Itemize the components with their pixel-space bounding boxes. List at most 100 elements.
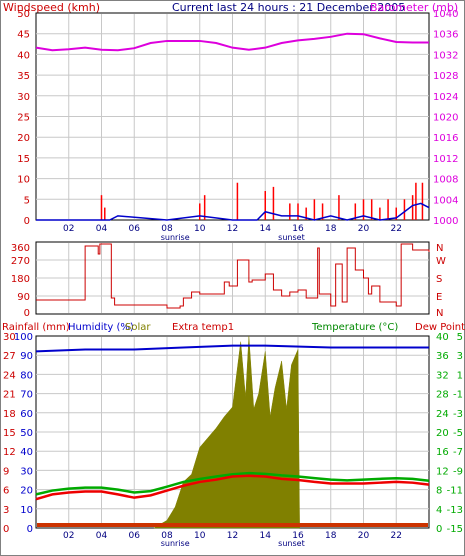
temperature-tick-label: 0 [436,524,442,535]
humidity-tick-label: 10 [20,505,33,516]
rain-tick-label: 27 [3,351,16,362]
rain-tick-label: 9 [3,466,9,477]
x-tick-label: 18 [325,531,337,541]
humidity-line [35,344,429,353]
y-tick-label: 270 [11,256,30,267]
rain-tick-label: 24 [3,370,16,381]
y-tick-label: 35 [17,71,30,82]
x-tick-label: 10 [194,531,206,541]
humidity-tick-label: 0 [27,524,33,535]
gust-bar [289,203,291,220]
gust-bar [297,203,299,220]
gust-bar [104,207,106,220]
gust-bar [370,199,373,220]
dewpoint-tick-label: -9 [453,466,463,477]
x-tick-label: 06 [129,531,141,541]
gust-bar [313,199,316,220]
humidity-tick-label: 90 [20,351,33,362]
gust-bar [203,195,206,220]
x-tick-label: 10 [194,224,206,234]
y-tick-label: 360 [11,243,30,254]
humidity-tick-label: 50 [20,428,33,439]
chart-title: Current last 24 hours : 21 December 2005 [172,1,405,14]
x-tick-label: 12 [227,224,238,234]
compass-tick-label: E [436,292,442,303]
gust-bar [321,203,324,220]
humidity-tick-label: 40 [20,447,33,458]
x-tick-label: 16 [292,224,304,234]
y-tick-label: 15 [17,154,30,165]
rain-tick-label: 0 [3,524,9,535]
gust-bar [354,203,357,220]
dewpoint-tick-label: -3 [453,409,463,420]
y2-tick-label: 1020 [433,113,458,124]
x-tick-label: 02 [63,531,74,541]
temperature-tick-label: 40 [436,332,449,343]
rain-tick-label: 6 [3,486,9,497]
dewpoint-tick-label: -5 [453,428,463,439]
temperature-tick-label: 4 [436,505,442,516]
windspeed-line [36,202,430,221]
humidity-tick-label: 20 [20,486,33,497]
dewpoint-axis-label: Dew Point [415,322,465,333]
x-tick-label: 20 [358,531,370,541]
gust-bar [362,199,365,220]
solar-legend-label: Solar [125,322,151,333]
y2-tick-label: 1040 [433,9,458,20]
y-tick-label: 180 [11,274,30,285]
sunrise-label: sunrise [161,539,190,548]
compass-tick-label: W [436,256,446,267]
rain-tick-label: 30 [3,332,16,343]
x-tick-label: 12 [227,531,238,541]
temperature-tick-label: 32 [436,370,449,381]
x-tick-label: 18 [325,224,337,234]
y-tick-label: 45 [17,30,30,41]
compass-tick-label: N [436,308,443,319]
y-tick-label: 20 [17,133,30,144]
y-tick-label: 40 [17,50,30,61]
temperature-axis-label: Temperature (°C) [311,322,398,333]
x-tick-label: 02 [63,224,74,234]
rain-tick-label: 15 [3,428,16,439]
gust-bar [379,207,381,220]
gust-bar [411,195,414,220]
y2-tick-label: 1004 [433,195,458,206]
temperature-tick-label: 24 [436,409,449,420]
sunset-label: sunset [278,233,305,242]
y2-tick-label: 1036 [433,30,458,41]
sunrise-label: sunrise [161,233,190,242]
data-marks-layer [35,32,430,529]
temperature-tick-label: 12 [436,466,449,477]
y2-tick-label: 1024 [433,92,458,103]
x-tick-label: 14 [260,531,272,541]
dewpoint-tick-label: -15 [447,524,463,535]
x-tick-label: 16 [292,531,304,541]
x-tick-label: 22 [391,531,402,541]
temperature-tick-label: 8 [436,486,442,497]
y2-tick-label: 1028 [433,71,458,82]
dewpoint-tick-label: 3 [457,351,463,362]
temperature-tick-label: 20 [436,428,449,439]
humidity-tick-label: 60 [20,409,33,420]
y2-tick-label: 1012 [433,154,458,165]
temperature-tick-label: 36 [436,351,449,362]
gust-bar [236,182,239,220]
x-tick-label: 04 [96,224,108,234]
gust-bar [305,207,307,220]
gust-bar [199,203,201,220]
gust-bar [272,186,275,220]
dewpoint-tick-label: -11 [447,486,463,497]
x-tick-label: 04 [96,531,108,541]
dewpoint-line [35,474,430,501]
humidity-tick-label: 80 [20,370,33,381]
humidity-tick-label: 70 [20,390,33,401]
rain-tick-label: 3 [3,505,9,516]
x-tick-label: 08 [161,531,173,541]
y-tick-label: 0 [24,308,30,319]
gust-bar [264,191,266,220]
x-tick-label: 22 [391,224,402,234]
y-tick-label: 50 [17,9,30,20]
dewpoint-tick-label: -7 [453,447,463,458]
